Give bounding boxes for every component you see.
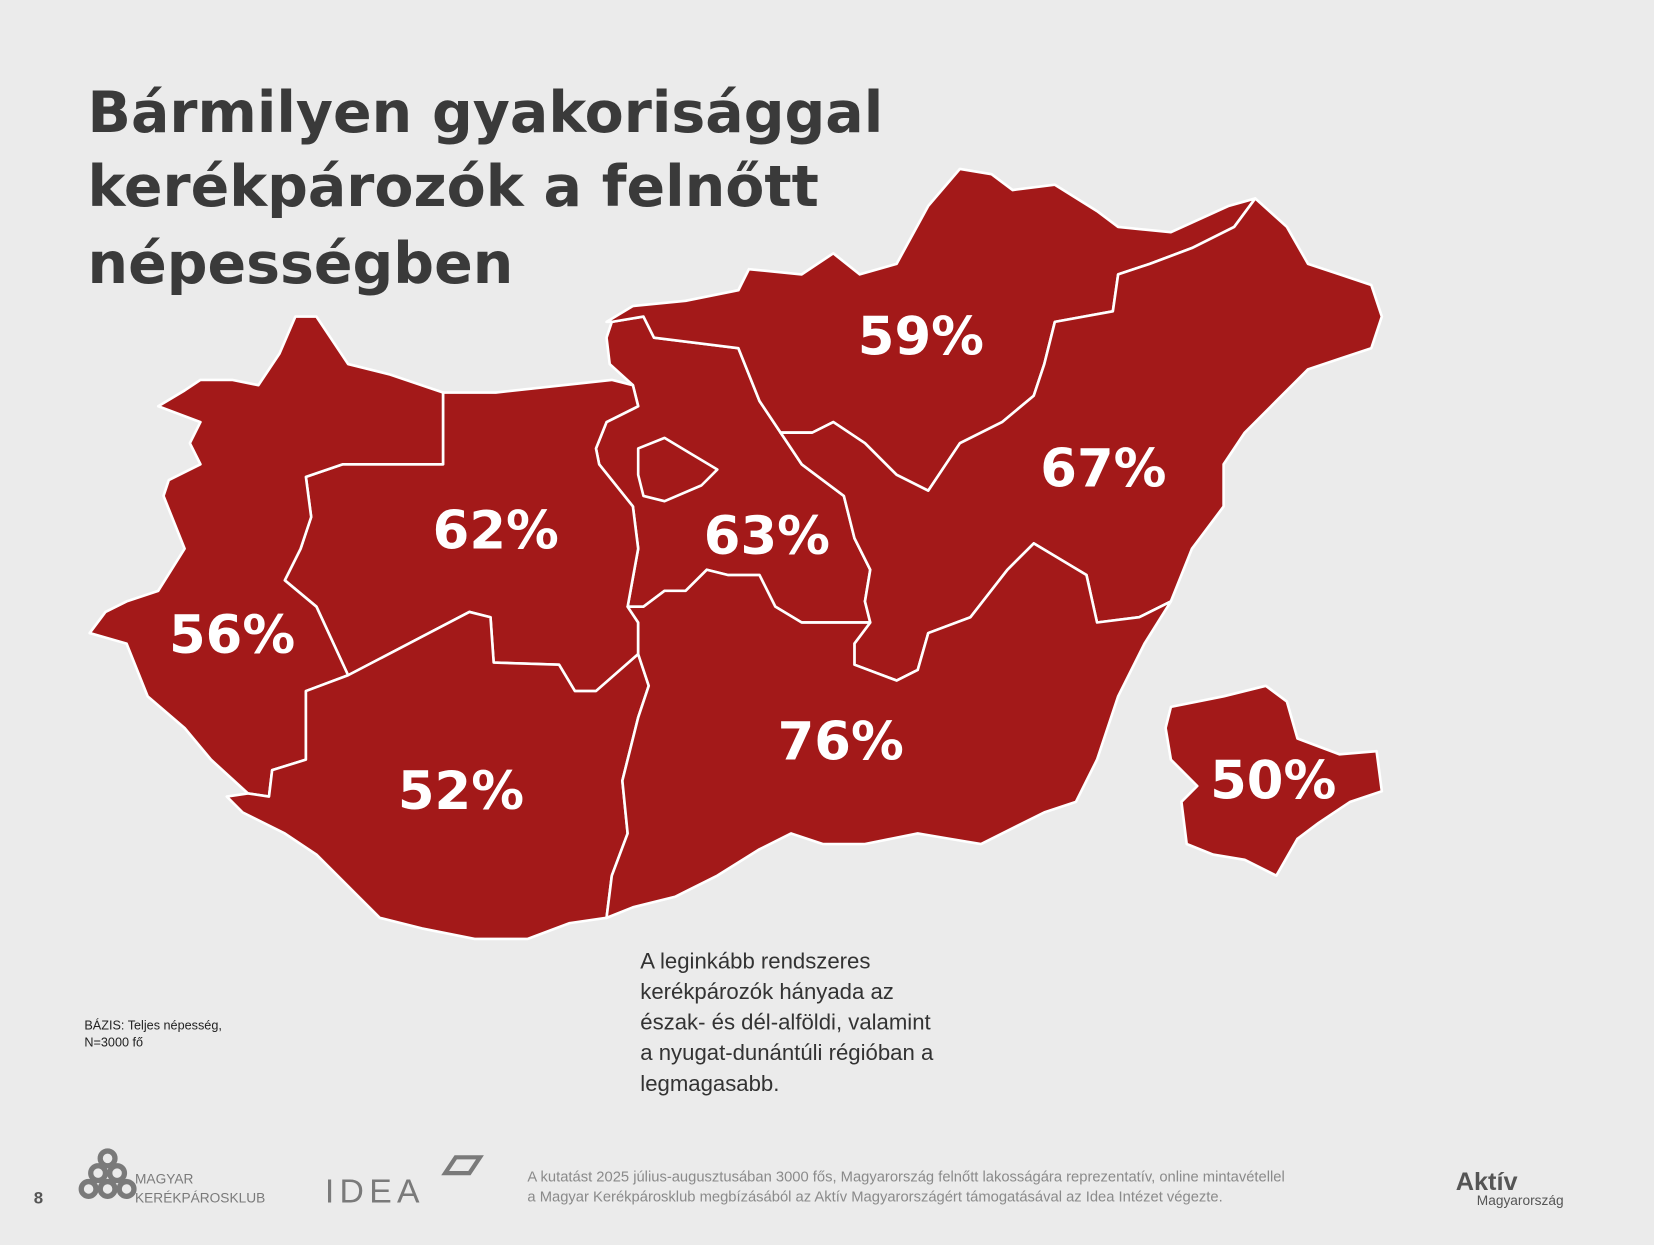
title-line: Bármilyen gyakorisággal: [88, 80, 884, 146]
logo-text: MAGYAR: [135, 1172, 193, 1187]
base-note: N=3000 fő: [84, 1036, 143, 1050]
logo-text: IDEA: [325, 1173, 425, 1211]
base-note: BÁZIS: Teljes népesség,: [84, 1018, 221, 1033]
region-southern-transdanubia: [225, 610, 651, 941]
logo-text: Aktív: [1456, 1168, 1518, 1196]
page-number: 8: [34, 1189, 43, 1208]
note-line: a nyugat-dunántúli régióban a: [640, 1040, 934, 1065]
region-western-transdanubia: [88, 315, 445, 798]
note-line: legmagasabb.: [640, 1071, 779, 1096]
credit-line: A kutatást 2025 július-augusztusában 300…: [527, 1170, 1284, 1186]
kerekparosklub-icon: [78, 1148, 137, 1199]
note-line: A leginkább rendszeres: [640, 948, 870, 973]
region-south-great-plain: [605, 542, 1173, 920]
region-value-label: 56%: [169, 605, 295, 666]
region-value-label: 67%: [1040, 438, 1166, 499]
region-value-label: 76%: [778, 712, 904, 773]
map: 59% 67% 62% 63% 56% 76% 52% 50%: [88, 167, 1384, 941]
title-line: kerékpározók a felnőtt: [88, 154, 819, 220]
note-line: kerékpározók hányada az: [640, 979, 894, 1004]
region-value-label: 50%: [1210, 751, 1336, 812]
credit-line: a Magyar Kerékpárosklub megbízásából az …: [527, 1190, 1222, 1206]
note: A leginkább rendszeres kerékpározók hány…: [640, 948, 934, 1095]
logo-text: KERÉKPÁROSKLUB: [135, 1190, 265, 1206]
title-line: népességben: [88, 231, 514, 297]
idea-icon: [441, 1155, 484, 1176]
footer: 8 MAGYAR KERÉKPÁROSKLUB IDEA A kutatást …: [34, 1148, 1564, 1211]
logo-text: Magyarország: [1477, 1193, 1564, 1208]
budapest-outline: [636, 436, 719, 503]
region-value-label: 59%: [858, 306, 984, 367]
note-line: észak- és dél-alföldi, valamint: [640, 1010, 930, 1035]
region-value-label: 63%: [704, 506, 830, 567]
region-value-label: 62%: [433, 501, 559, 562]
region-value-label: 52%: [398, 761, 524, 822]
region-pest: [1164, 684, 1384, 877]
